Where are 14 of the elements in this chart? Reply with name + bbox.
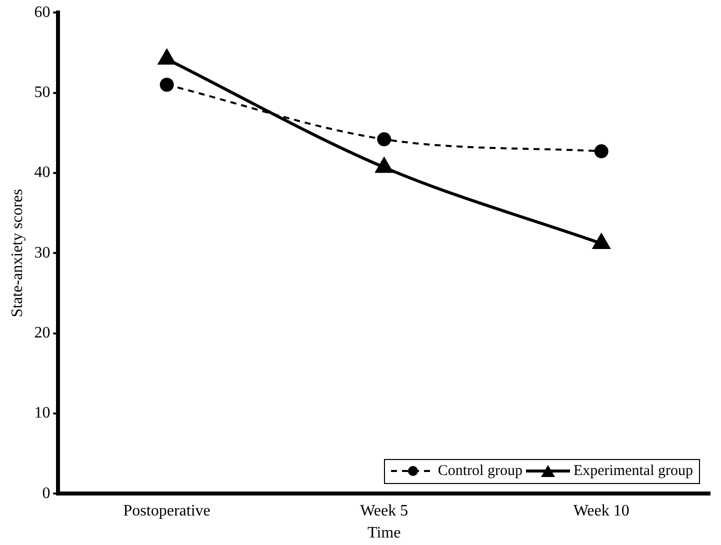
y-tick-label: 60 (34, 4, 50, 21)
y-axis-title: State-anxiety scores (8, 188, 26, 318)
y-tick-label: 10 (34, 404, 50, 422)
y-tick-label: 0 (42, 484, 50, 502)
legend-label: Control group (438, 462, 522, 480)
legend-label: Experimental group (573, 462, 693, 480)
x-tick-label: Postoperative (123, 502, 210, 520)
x-tick-label: Week 5 (360, 502, 408, 520)
y-tick-label: 20 (34, 324, 50, 342)
y-tick-label: 50 (34, 84, 50, 101)
x-axis-title: Time (368, 524, 401, 542)
y-tick-label: 30 (34, 244, 50, 262)
y-tick-label: 40 (34, 164, 50, 182)
x-tick-label: Week 10 (573, 502, 630, 520)
